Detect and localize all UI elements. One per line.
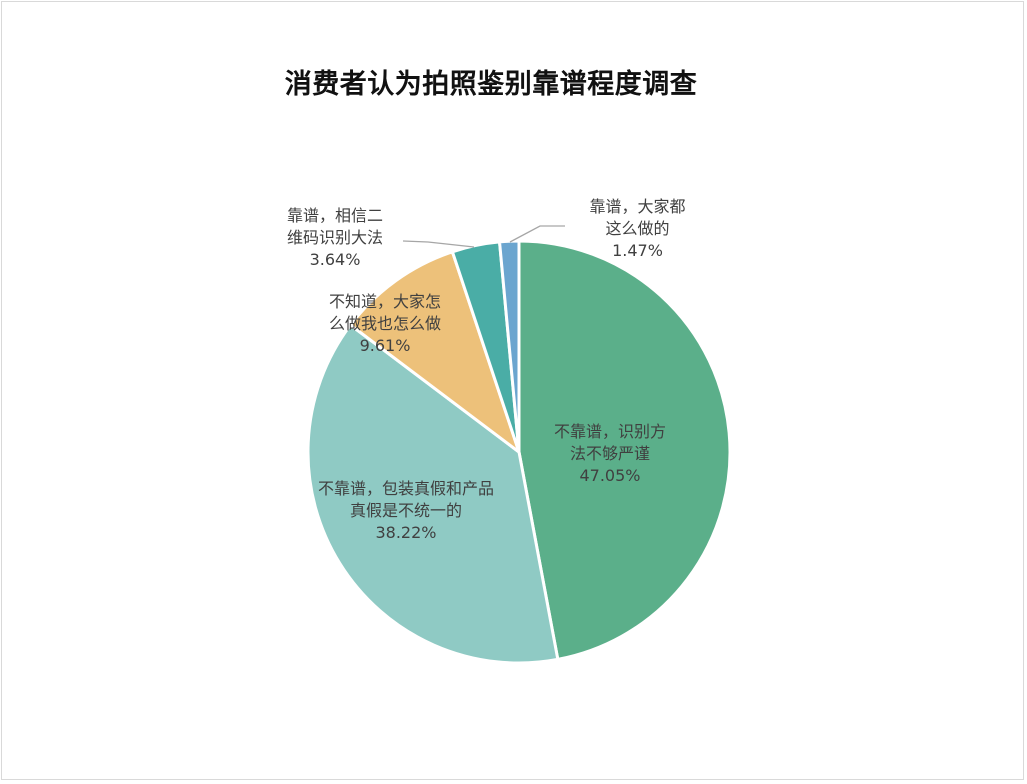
data-label-s0: 不靠谱，识别方 法不够严谨 47.05% bbox=[530, 421, 690, 487]
pie-slices bbox=[306, 239, 732, 665]
data-label-s1: 不靠谱，包装真假和产品 真假是不统一的 38.22% bbox=[296, 478, 516, 544]
label-percent: 9.61% bbox=[359, 336, 411, 355]
label-line2: 这么做的 bbox=[605, 219, 670, 238]
data-label-s4: 靠谱，大家都 这么做的 1.47% bbox=[570, 196, 705, 262]
data-label-s2: 不知道，大家怎 么做我也怎么做 9.61% bbox=[310, 291, 460, 357]
label-line1: 不靠谱，包装真假和产品 bbox=[317, 479, 494, 498]
label-percent: 47.05% bbox=[579, 466, 641, 485]
label-percent: 1.47% bbox=[612, 241, 663, 260]
label-percent: 38.22% bbox=[375, 523, 437, 542]
pie-slice-0 bbox=[517, 239, 732, 661]
pie-slice-1 bbox=[306, 323, 560, 665]
leader-line-s3 bbox=[402, 240, 475, 248]
label-line2: 维码识别大法 bbox=[286, 228, 383, 247]
label-line2: 么做我也怎么做 bbox=[328, 314, 441, 333]
label-percent: 3.64% bbox=[309, 250, 361, 269]
label-line1: 靠谱，大家都 bbox=[589, 197, 686, 216]
leader-line-s4 bbox=[509, 225, 565, 243]
pie-slice-4 bbox=[498, 239, 521, 454]
label-line1: 不知道，大家怎 bbox=[328, 292, 441, 311]
data-label-s3: 靠谱，相信二 维码识别大法 3.64% bbox=[270, 205, 400, 271]
label-line1: 不靠谱，识别方 bbox=[553, 422, 666, 441]
label-line1: 靠谱，相信二 bbox=[286, 206, 383, 225]
label-line2: 法不够严谨 bbox=[569, 444, 650, 463]
chart-title: 消费者认为拍照鉴别靠谱程度调查 bbox=[284, 69, 698, 100]
label-line2: 真假是不统一的 bbox=[349, 501, 462, 520]
pie-slice-2 bbox=[348, 250, 521, 454]
